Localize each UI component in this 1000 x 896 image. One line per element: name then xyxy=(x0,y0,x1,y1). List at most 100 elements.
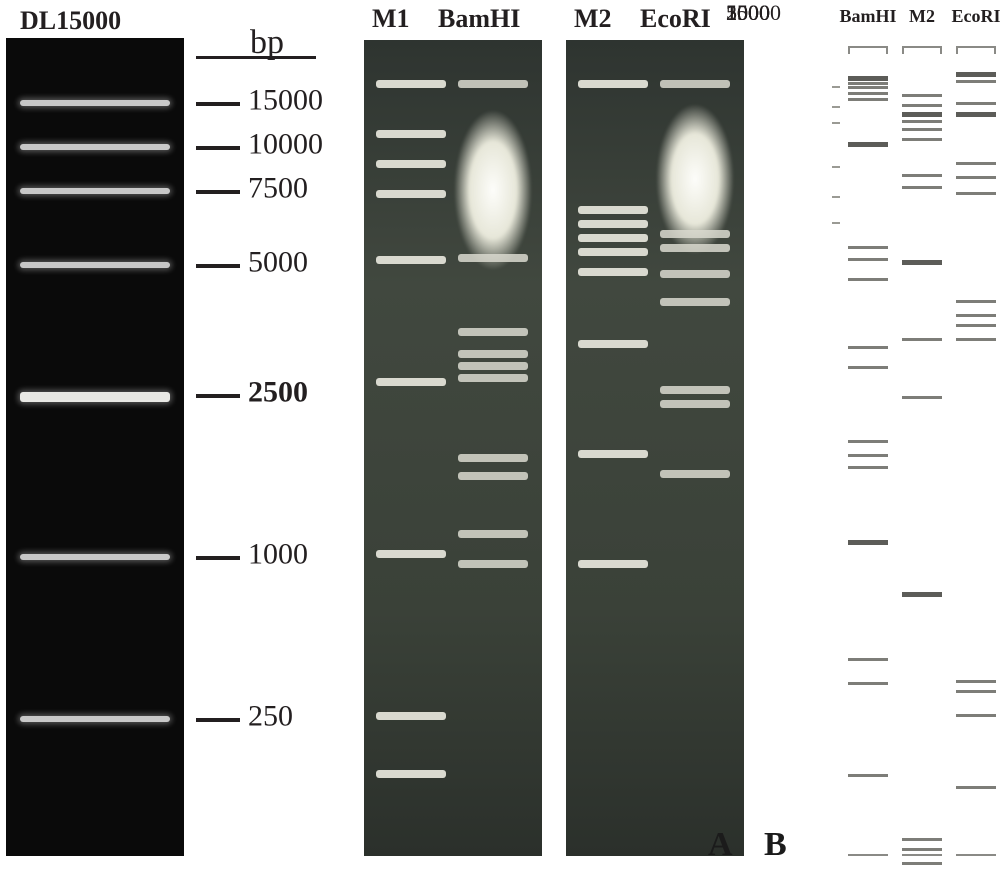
marker-band xyxy=(578,220,648,228)
map-band xyxy=(956,72,996,77)
lane-label-m1: M1 xyxy=(372,4,410,34)
digest-band xyxy=(660,298,730,306)
ladder-band xyxy=(20,554,170,560)
digest-band xyxy=(660,80,730,88)
digest-band xyxy=(660,386,730,394)
digest-band xyxy=(458,374,528,382)
map-band xyxy=(956,300,996,303)
ladder-tick xyxy=(196,718,240,722)
map-minor-tick xyxy=(832,222,840,224)
map-band xyxy=(848,440,888,443)
ladder-scale: 15000 10000 7500 5000 2500 1000 250 xyxy=(196,38,356,856)
gel-lane-m1-bamhi: M1 BamHI xyxy=(364,40,542,856)
map-band xyxy=(848,98,888,101)
map-band xyxy=(902,592,942,597)
ladder-tick-label: 250 xyxy=(248,699,293,733)
ladder-tick xyxy=(196,556,240,560)
ladder-tick xyxy=(196,394,240,398)
digest-band xyxy=(458,530,528,538)
gel-lane-m2-ecori: M2 EcoRI xyxy=(566,40,744,856)
marker-band xyxy=(376,160,446,168)
map-band xyxy=(848,278,888,281)
map-band xyxy=(902,186,942,189)
digest-band xyxy=(458,80,528,88)
map-band xyxy=(902,838,942,841)
ladder-tick-label: 15000 xyxy=(248,83,323,117)
map-band xyxy=(956,714,996,717)
marker-band xyxy=(376,550,446,558)
map-band xyxy=(848,92,888,95)
map-minor-tick xyxy=(832,166,840,168)
digest-band xyxy=(458,350,528,358)
marker-band xyxy=(578,450,648,458)
map-band xyxy=(956,192,996,195)
map-band xyxy=(902,128,942,131)
ladder-tick-label: 2500 xyxy=(248,375,308,409)
ladder-tick xyxy=(196,102,240,106)
ladder-band xyxy=(20,100,170,106)
map-lane-label: M2 xyxy=(892,6,952,27)
digest-band xyxy=(660,470,730,478)
map-lane xyxy=(902,46,942,856)
map-band xyxy=(902,104,942,107)
digest-band xyxy=(458,362,528,370)
map-lane-label: BamHI xyxy=(838,6,898,27)
map-lane xyxy=(956,46,996,856)
marker-band xyxy=(376,80,446,88)
panel-a-letter: A xyxy=(708,826,733,864)
marker-band xyxy=(376,378,446,386)
map-band xyxy=(902,396,942,399)
map-band xyxy=(902,94,942,97)
map-band xyxy=(848,86,888,89)
gel-figure: DL15000 bp 1% agarose 150001000075005000… xyxy=(0,0,1000,896)
marker-band xyxy=(578,206,648,214)
map-band xyxy=(956,102,996,105)
map-band xyxy=(956,176,996,179)
digest-band xyxy=(660,230,730,238)
map-band xyxy=(902,120,942,123)
digest-band xyxy=(458,328,528,336)
map-band xyxy=(848,366,888,369)
ladder-band xyxy=(20,392,170,402)
map-band xyxy=(902,848,942,851)
map-minor-tick xyxy=(832,106,840,108)
panel-b-letter: B xyxy=(764,826,787,864)
marker-band xyxy=(578,268,648,276)
map-band xyxy=(902,338,942,341)
marker-band xyxy=(376,712,446,720)
marker-band xyxy=(578,234,648,242)
lane-label-ecori: EcoRI xyxy=(640,4,711,34)
map-band xyxy=(848,540,888,545)
map-band xyxy=(956,80,996,83)
map-band xyxy=(848,142,888,147)
map-band xyxy=(956,314,996,317)
map-band xyxy=(848,258,888,261)
digest-band xyxy=(660,270,730,278)
ladder-tick-label: 1000 xyxy=(248,537,308,571)
map-band xyxy=(956,690,996,693)
marker-band xyxy=(578,560,648,568)
digest-band xyxy=(458,472,528,480)
digest-band xyxy=(458,454,528,462)
map-band xyxy=(848,774,888,777)
digest-band xyxy=(458,560,528,568)
ladder-tick xyxy=(196,190,240,194)
map-band xyxy=(902,174,942,177)
ladder-tick-label: 10000 xyxy=(248,127,323,161)
map-band xyxy=(848,466,888,469)
map-minor-tick xyxy=(832,86,840,88)
marker-band xyxy=(376,256,446,264)
marker-band xyxy=(376,190,446,198)
map-band xyxy=(956,338,996,341)
ladder-tick-label: 7500 xyxy=(248,171,308,205)
map-band xyxy=(848,454,888,457)
map-band xyxy=(848,658,888,661)
ladder-tick-label: 5000 xyxy=(248,245,308,279)
digest-band xyxy=(458,254,528,262)
map-band xyxy=(956,680,996,683)
marker-band xyxy=(376,770,446,778)
map-minor-tick xyxy=(832,122,840,124)
marker-band xyxy=(376,130,446,138)
map-band xyxy=(902,112,942,117)
ladder-tick xyxy=(196,146,240,150)
